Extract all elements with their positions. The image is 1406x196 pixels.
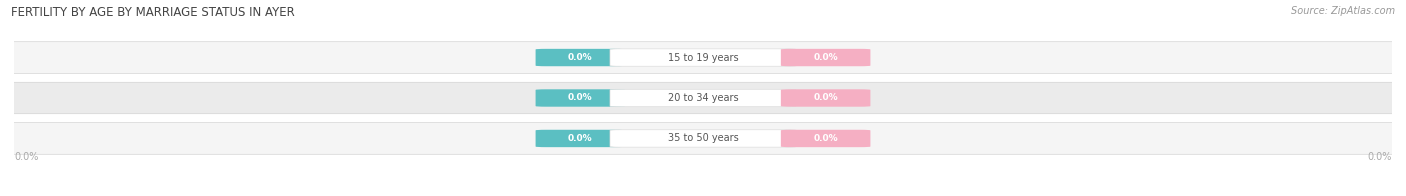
Text: 0.0%: 0.0%: [568, 93, 593, 103]
FancyBboxPatch shape: [780, 130, 870, 147]
FancyBboxPatch shape: [0, 123, 1406, 154]
Text: 35 to 50 years: 35 to 50 years: [668, 133, 738, 143]
FancyBboxPatch shape: [536, 89, 626, 107]
FancyBboxPatch shape: [610, 89, 796, 107]
Text: 0.0%: 0.0%: [568, 53, 593, 62]
FancyBboxPatch shape: [0, 42, 1406, 73]
FancyBboxPatch shape: [610, 49, 796, 66]
FancyBboxPatch shape: [780, 49, 870, 66]
Text: 0.0%: 0.0%: [1368, 152, 1392, 162]
Text: 0.0%: 0.0%: [813, 53, 838, 62]
Text: 20 to 34 years: 20 to 34 years: [668, 93, 738, 103]
Text: 15 to 19 years: 15 to 19 years: [668, 53, 738, 63]
Text: 0.0%: 0.0%: [813, 93, 838, 103]
FancyBboxPatch shape: [780, 89, 870, 107]
FancyBboxPatch shape: [0, 82, 1406, 114]
Text: 0.0%: 0.0%: [568, 134, 593, 143]
Text: 0.0%: 0.0%: [14, 152, 38, 162]
Text: FERTILITY BY AGE BY MARRIAGE STATUS IN AYER: FERTILITY BY AGE BY MARRIAGE STATUS IN A…: [11, 6, 295, 19]
FancyBboxPatch shape: [536, 49, 626, 66]
Text: 0.0%: 0.0%: [813, 134, 838, 143]
FancyBboxPatch shape: [536, 130, 626, 147]
Text: Source: ZipAtlas.com: Source: ZipAtlas.com: [1291, 6, 1395, 16]
FancyBboxPatch shape: [610, 130, 796, 147]
